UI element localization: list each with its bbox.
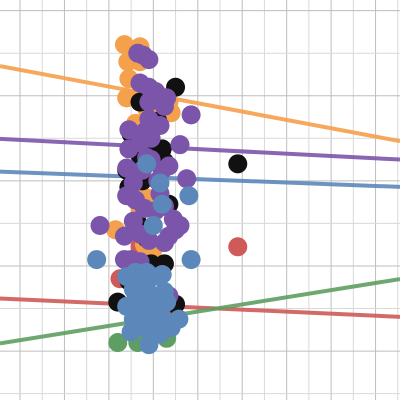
- regression-line-green: [0, 277, 400, 346]
- point-purple: [139, 92, 159, 112]
- point-black: [228, 154, 248, 174]
- point-purple: [170, 135, 190, 155]
- data-points: [87, 35, 248, 355]
- regression-lines: [0, 64, 400, 346]
- point-purple: [139, 230, 159, 250]
- regression-line-blue: [0, 169, 400, 189]
- point-purple: [177, 169, 197, 189]
- point-purple: [90, 216, 110, 236]
- regression-line-purple: [0, 136, 400, 162]
- point-purple: [117, 158, 137, 178]
- point-purple: [119, 139, 139, 159]
- point-green: [108, 333, 128, 353]
- point-purple: [154, 233, 174, 253]
- point-purple: [154, 96, 174, 116]
- regression-line-red: [0, 296, 400, 319]
- point-blue: [181, 250, 201, 270]
- point-blue: [179, 186, 199, 206]
- point-purple: [119, 120, 139, 140]
- point-purple: [166, 220, 186, 240]
- point-purple: [159, 156, 179, 176]
- point-blue: [161, 318, 181, 338]
- point-purple: [139, 50, 159, 70]
- point-purple: [114, 226, 134, 246]
- point-blue: [143, 216, 163, 236]
- point-blue: [150, 173, 170, 193]
- point-red: [228, 237, 248, 257]
- point-blue: [152, 194, 172, 214]
- point-blue: [87, 250, 107, 270]
- point-blue: [137, 154, 157, 174]
- regression-line-orange: [0, 64, 400, 144]
- point-blue: [139, 335, 159, 355]
- point-purple: [181, 105, 201, 125]
- point-blue: [134, 318, 154, 338]
